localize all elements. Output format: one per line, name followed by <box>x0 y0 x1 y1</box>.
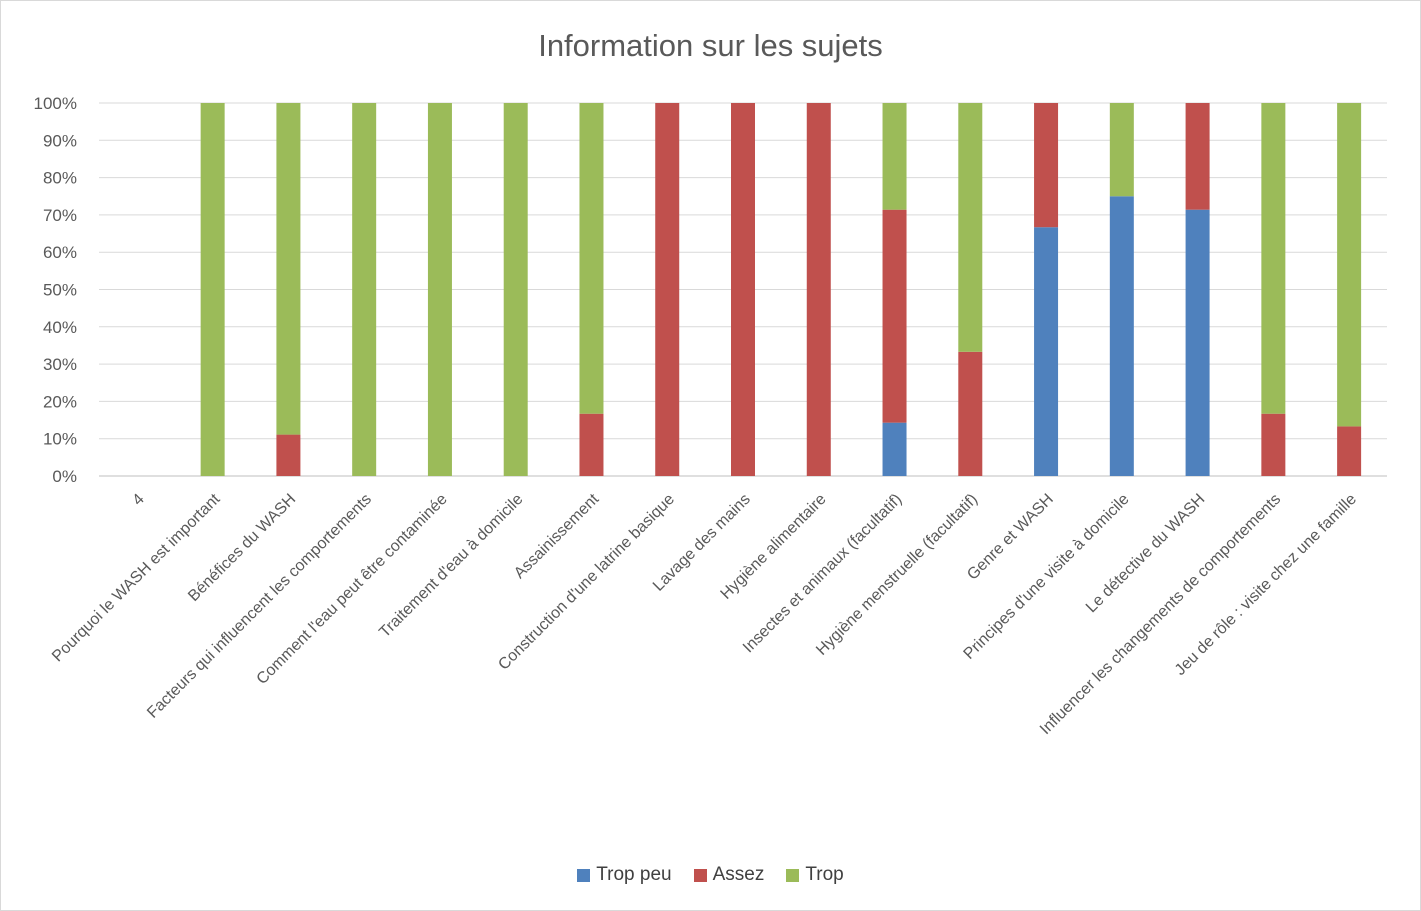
chart-title: Information sur les sujets <box>538 28 883 63</box>
legend-swatch <box>693 868 707 882</box>
y-tick-label: 90% <box>43 131 77 150</box>
bar-segment <box>1337 426 1362 476</box>
bar-segment <box>655 103 680 476</box>
x-tick-label: Traitement d'eau à domicile <box>376 491 526 641</box>
y-tick-label: 20% <box>43 392 77 411</box>
bar-segment <box>806 103 831 476</box>
y-tick-label: 70% <box>43 206 77 225</box>
bar-segment <box>1109 196 1134 476</box>
bar-segment <box>882 103 907 210</box>
y-tick-label: 60% <box>43 243 77 262</box>
bar-segment <box>503 103 528 476</box>
bar-segment <box>352 103 377 476</box>
chart-legend: Trop peu Assez Trop <box>0 864 1421 886</box>
bar-segment <box>1109 103 1134 197</box>
y-tick-label: 80% <box>43 169 77 188</box>
y-tick-label: 50% <box>43 281 77 300</box>
bar-segment <box>731 103 755 476</box>
legend-label: Trop peu <box>596 864 672 885</box>
legend-swatch <box>786 868 800 882</box>
y-tick-label: 40% <box>43 318 77 337</box>
legend-label: Assez <box>712 864 765 885</box>
bar-segment <box>579 413 604 476</box>
bar-segment <box>1034 227 1059 476</box>
bar-segment <box>1185 103 1210 210</box>
bar-segment <box>276 434 301 476</box>
x-tick-label: Pourquoi le WASH est important <box>49 490 224 665</box>
bar-segment <box>200 103 225 476</box>
y-tick-label: 0% <box>52 467 77 486</box>
x-tick-label: 4 <box>129 491 147 509</box>
bar-segment <box>1034 103 1059 228</box>
bar-segment <box>882 422 907 476</box>
legend-item: Trop peu <box>577 864 672 886</box>
legend-swatch <box>577 868 591 882</box>
bar-segment <box>1185 209 1210 477</box>
bar-segment <box>958 351 983 476</box>
legend-item: Assez <box>693 864 765 886</box>
legend-label: Trop <box>805 864 844 885</box>
x-tick-label: Principes d'une visite à domicile <box>961 491 1133 663</box>
y-tick-label: 10% <box>43 430 77 449</box>
bar-segment <box>1337 103 1362 427</box>
bar-segment <box>427 103 452 476</box>
y-tick-label: 30% <box>43 355 77 374</box>
y-tick-label: 100% <box>34 94 77 113</box>
bar-segment <box>276 103 301 435</box>
x-tick-label: Hygiène menstruelle (facultatif) <box>813 491 981 659</box>
x-tick-label: Insectes et animaux (facultatif) <box>740 491 905 656</box>
bar-segment <box>882 209 907 423</box>
bar-segment <box>1261 103 1286 414</box>
legend-item: Trop <box>786 864 844 886</box>
bar-segment <box>1261 413 1286 476</box>
bar-segment <box>958 103 983 352</box>
bar-segment <box>579 103 604 414</box>
